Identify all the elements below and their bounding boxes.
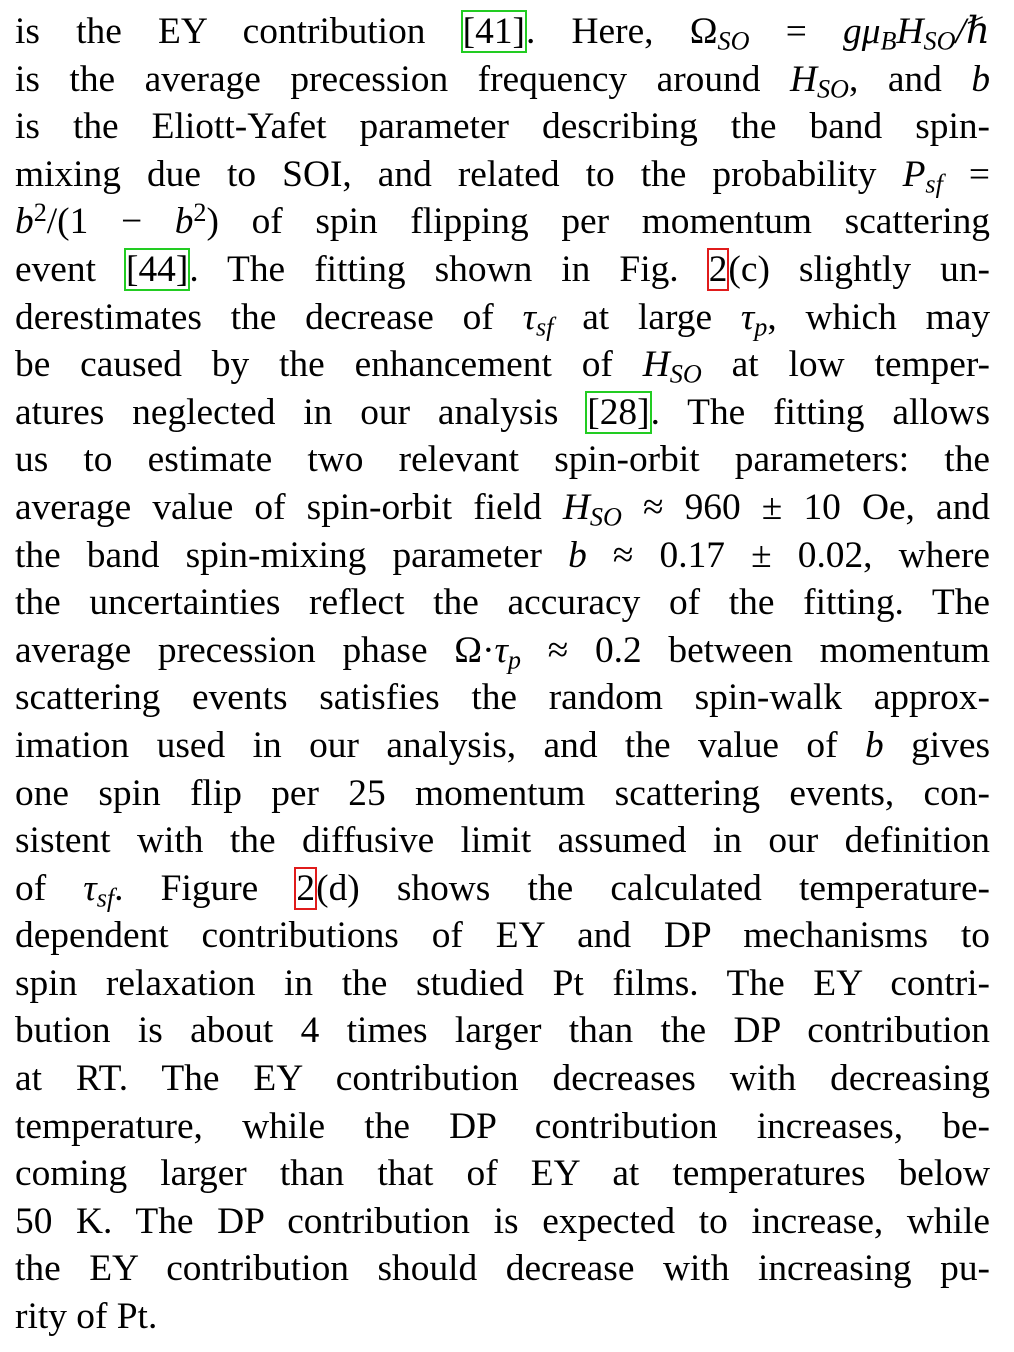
math-symbol: H [896,11,924,52]
text-run: at large [553,296,741,338]
text-run: gives [883,724,990,766]
text-line-19: of τsf. Figure 2(d) shows the calculated… [15,865,990,913]
math-symbol: τ [83,867,97,909]
text-line-1: is the EY contribution [41]. Here, ΩSO =… [15,8,990,56]
math-subscript: p [754,312,768,342]
figure-link-2d[interactable]: 2 [294,866,318,910]
math-symbol: P [902,153,926,195]
text-line-5: b2/(1 − b2) of spin flipping per momentu… [15,198,990,246]
text-line-23: at RT. The EY contribution decreases wit… [15,1058,990,1100]
text-run: is the average precession frequency arou… [15,58,790,100]
citation-link-41[interactable]: [41] [460,10,527,53]
text-run: is the EY contribution [15,11,462,52]
text-run: average value of spin-orbit field [15,486,563,528]
text-line-24: temperature, while the DP contribution i… [15,1105,990,1147]
text-run: at low temper- [701,344,990,386]
citation-link-28[interactable]: [28] [585,390,652,434]
text-line-6: event [44]. The fitting shown in Fig. 2(… [15,246,990,294]
math-subscript: SO [589,502,622,532]
text-run: . Here, [525,11,690,52]
text-run: average precession phase Ω· [15,629,495,671]
math-symbol: b [174,201,194,243]
math-symbol: b [971,58,991,100]
math-symbol: b [864,724,884,766]
text-line-15: scattering events satisfies the random s… [15,677,990,719]
math-symbol: τ [740,296,755,338]
text-line-14: average precession phase Ω·τp ≈ 0.2 betw… [15,627,990,675]
math-operator: = [749,11,844,52]
math-subscript: sf [925,169,943,199]
text-line-25: coming larger than that of EY at tempera… [15,1153,990,1195]
math-symbol: b [568,534,587,576]
math-subscript: SO [717,26,750,56]
math-subscript: SO [816,74,849,104]
text-line-22: bution is about 4 times larger than the … [15,1010,990,1052]
text-run: . The fitting shown in Fig. [189,248,708,290]
text-line-16: imation used in our analysis, and the va… [15,722,990,770]
text-run: imation used in our analysis, and the va… [15,724,865,766]
text-run: (d) shows the calculated temperature- [316,867,990,909]
text-line-4: mixing due to SOI, and related to the pr… [15,151,990,199]
text-line-3: is the Eliott-Yafet parameter describing… [15,106,990,148]
text-line-12: the band spin-mixing parameter b ≈ 0.17 … [15,532,990,580]
text-run: . Figure [114,867,296,909]
math-subscript: sf [96,883,115,913]
math-symbol: τ [522,296,536,338]
text-run: mixing due to SOI, and related to the pr… [15,153,903,195]
text-run: , and [848,58,972,100]
math-operator: /(1 − [46,201,175,243]
text-run: ≈ 960 ± 10 Oe, and [621,486,990,528]
text-run: derestimates the decrease of [15,296,523,338]
citation-link-44[interactable]: [44] [124,247,191,291]
text-line-7: derestimates the decrease of τsf at larg… [15,294,990,342]
math-subscript: SO [923,26,956,56]
math-subscript: sf [535,312,554,342]
text-run: be caused by the enhancement of [15,344,643,386]
text-line-18: sistent with the diffusive limit assumed… [15,820,990,862]
text-line-10: us to estimate two relevant spin-orbit p… [15,439,990,481]
text-run: ≈ 0.17 ± 0.02, where [586,534,990,576]
text-line-27: the EY contribution should decrease with… [15,1248,990,1290]
text-line-17: one spin flip per 25 momentum scattering… [15,772,990,814]
math-subscript: p [507,645,522,675]
math-symbol: b [15,201,34,243]
text-run: ≈ 0.2 between momentum [521,629,990,671]
text-line-20: dependent contributions of EY and DP mec… [15,915,990,957]
text-run: , which may [767,296,991,338]
text-run: ) of spin flipping per momentum scatteri… [206,201,990,243]
body-paragraph: is the EY contribution [41]. Here, ΩSO =… [15,8,990,1341]
text-run: event [15,248,126,290]
text-line-26: 50 K. The DP contribution is expected to… [15,1200,990,1242]
math-symbol: /ℏ [955,11,990,52]
text-line-28: rity of Pt. [15,1296,158,1338]
text-run: atures neglected in our analysis [15,391,587,433]
text-line-11: average value of spin-orbit field HSO ≈ … [15,484,990,532]
text-line-9: atures neglected in our analysis [28]. T… [15,389,990,437]
math-symbol: τ [494,629,508,671]
math-symbol: H [789,58,817,100]
math-superscript: 2 [193,198,207,228]
text-line-13: the uncertainties reflect the accuracy o… [15,582,990,624]
text-line-2: is the average precession frequency arou… [15,56,990,104]
math-symbol: H [562,486,590,528]
math-operator: = [942,153,991,195]
math-subscript: SO [669,359,702,389]
text-run: of [15,867,84,909]
math-symbol: H [642,344,670,386]
math-symbol: gμ [843,11,881,52]
figure-link-2c[interactable]: 2 [706,247,730,291]
text-line-8: be caused by the enhancement of HSO at l… [15,341,990,389]
text-run: the band spin-mixing parameter [15,534,569,576]
text-run: (c) slightly un- [728,248,990,290]
text-line-21: spin relaxation in the studied Pt films.… [15,962,990,1004]
math-subscript: B [880,26,897,56]
math-superscript: 2 [33,198,47,228]
text-run: . The fitting allows [650,391,990,433]
math-symbol: Ω [689,11,718,52]
